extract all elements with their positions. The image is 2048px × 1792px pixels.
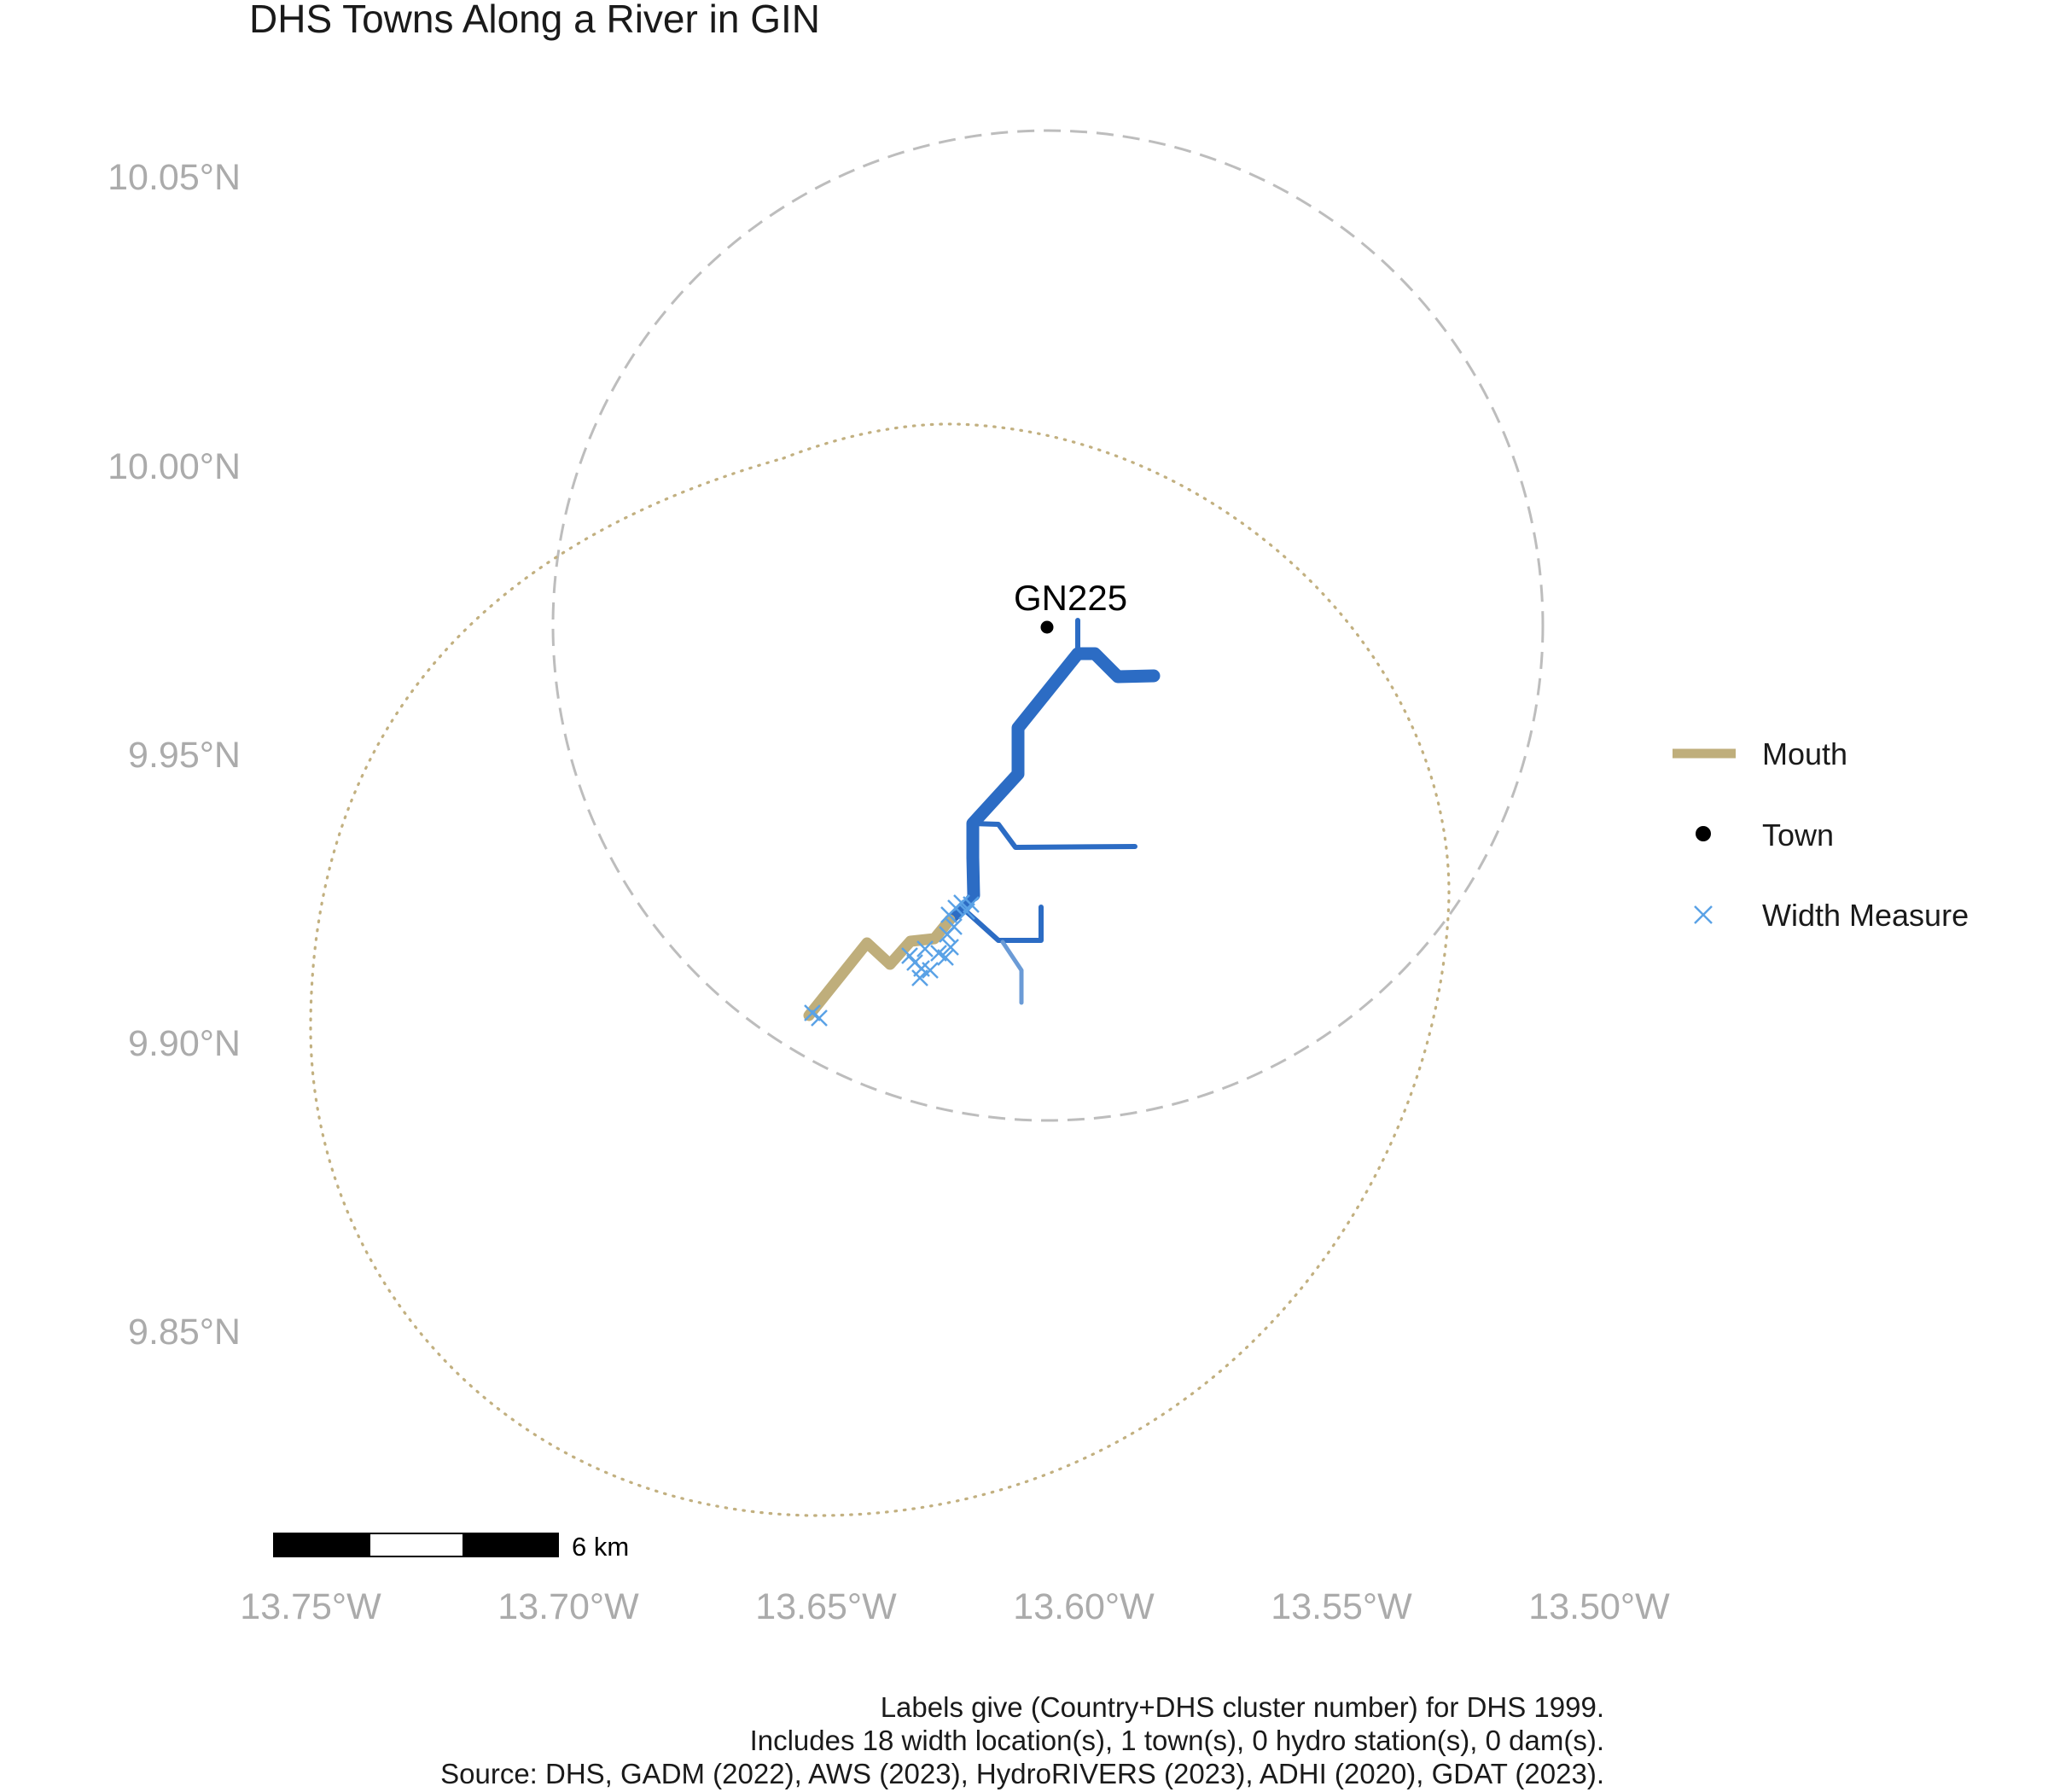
x-tick-label: 13.55°W bbox=[1271, 1586, 1412, 1627]
river-main-stem bbox=[966, 647, 1161, 902]
width-measure-cross bbox=[963, 896, 980, 913]
width-measure-cross bbox=[937, 949, 954, 966]
y-axis: 10.05°N 10.00°N 9.95°N 9.90°N 9.85°N bbox=[108, 157, 241, 1353]
buffer-circle-dotted bbox=[309, 422, 1451, 1517]
legend-key-town bbox=[1696, 826, 1711, 841]
width-measure-cross bbox=[916, 940, 934, 957]
scale-bar-segment bbox=[274, 1533, 370, 1556]
y-tick-label: 9.95°N bbox=[128, 735, 241, 776]
river-mouth bbox=[803, 914, 956, 1021]
caption: Labels give (Country+DHS cluster number)… bbox=[440, 1691, 1604, 1789]
width-measure-cross bbox=[811, 1009, 828, 1027]
x-tick-label: 13.70°W bbox=[497, 1586, 639, 1627]
buffer-circle-dashed bbox=[551, 129, 1545, 1122]
x-tick-label: 13.75°W bbox=[240, 1586, 381, 1627]
width-measure-cross bbox=[942, 939, 959, 956]
scale-bar: 6 km bbox=[273, 1532, 629, 1562]
x-tick-label: 13.50°W bbox=[1528, 1586, 1670, 1627]
x-tick-label: 13.60°W bbox=[1013, 1586, 1155, 1627]
caption-line-3: Source: DHS, GADM (2022), AWS (2023), Hy… bbox=[440, 1758, 1604, 1789]
river-network bbox=[803, 618, 1161, 1021]
width-measure-cross bbox=[804, 1004, 821, 1021]
river-east-tributary bbox=[971, 821, 1137, 850]
width-measure-cross bbox=[922, 962, 939, 979]
caption-line-1: Labels give (Country+DHS cluster number)… bbox=[881, 1691, 1604, 1723]
map-title: DHS Towns Along a River in GIN bbox=[249, 0, 820, 41]
y-tick-label: 10.05°N bbox=[108, 157, 241, 198]
caption-line-2: Includes 18 width location(s), 1 town(s)… bbox=[750, 1725, 1604, 1756]
scale-bar-label: 6 km bbox=[572, 1532, 629, 1562]
width-measure-cross bbox=[945, 918, 963, 935]
town-label-GN225: GN225 bbox=[1014, 578, 1127, 618]
x-tick-label: 13.65°W bbox=[755, 1586, 897, 1627]
scale-bar-segment bbox=[463, 1533, 558, 1556]
legend-key-width-measure bbox=[1694, 905, 1713, 924]
legend-label-mouth: Mouth bbox=[1762, 736, 1847, 771]
legend-label-town: Town bbox=[1762, 817, 1834, 852]
width-measure-cross bbox=[911, 969, 928, 986]
y-tick-label: 9.90°N bbox=[128, 1023, 241, 1064]
y-tick-label: 10.00°N bbox=[108, 446, 241, 487]
town-point-GN225 bbox=[1040, 620, 1054, 634]
width-measure-group bbox=[804, 894, 980, 1027]
legend-label-width-measure: Width Measure bbox=[1762, 898, 1969, 933]
legend: Mouth Town Width Measure bbox=[1673, 736, 1969, 933]
river-southeast-tributary bbox=[962, 905, 1044, 943]
y-tick-label: 9.85°N bbox=[128, 1312, 241, 1353]
river-south-distributary bbox=[1000, 940, 1024, 1005]
x-axis: 13.75°W 13.70°W 13.65°W 13.60°W 13.55°W … bbox=[240, 1586, 1670, 1627]
